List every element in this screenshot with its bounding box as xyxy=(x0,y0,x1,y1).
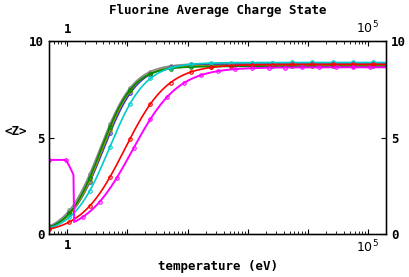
Title: Fluorine Average Charge State: Fluorine Average Charge State xyxy=(108,4,326,17)
X-axis label: temperature (eV): temperature (eV) xyxy=(157,260,277,273)
Y-axis label: <Z>: <Z> xyxy=(4,125,27,138)
